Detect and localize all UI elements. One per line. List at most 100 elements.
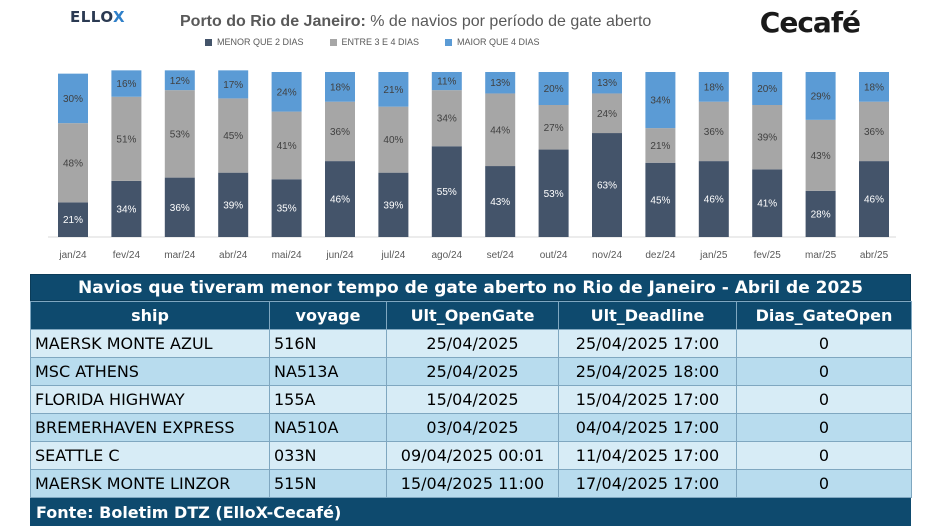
chart-legend: MENOR QUE 2 DIAS ENTRE 3 E 4 DIAS MAIOR …	[205, 37, 540, 47]
cell-voyage: 516N	[269, 329, 387, 358]
cell-open-gate: 25/04/2025	[386, 329, 559, 358]
bar-segment	[538, 72, 569, 105]
chart-panel: ELLOX Cecafé Porto do Rio de Janeiro: % …	[30, 0, 910, 268]
bar-segment	[164, 70, 195, 91]
data-label: 24%	[597, 109, 617, 120]
data-label: 63%	[597, 181, 617, 192]
cell-dias: 0	[736, 413, 912, 442]
data-label: 13%	[597, 78, 617, 89]
data-label: 53%	[170, 129, 190, 140]
bar-segment	[111, 96, 142, 181]
x-tick-label: mar/25	[805, 250, 837, 261]
table-row: SEATTLE C 033N 09/04/2025 00:01 11/04/20…	[30, 441, 912, 470]
data-label: 45%	[223, 131, 243, 142]
data-label: 21%	[383, 85, 403, 96]
cell-deadline: 17/04/2025 17:00	[558, 469, 737, 498]
cell-voyage: 515N	[269, 469, 387, 498]
data-label: 46%	[864, 195, 884, 206]
col-header-deadline: Ult_Deadline	[558, 301, 737, 330]
bar-segment	[698, 101, 729, 162]
bar-segment	[859, 161, 889, 237]
bar-segment	[378, 72, 409, 107]
bar-segment	[271, 111, 302, 180]
x-tick-label: jul/24	[380, 250, 405, 261]
col-header-dias: Dias_GateOpen	[736, 301, 912, 330]
legend-item-menor: MENOR QUE 2 DIAS	[205, 37, 304, 47]
x-tick-label: fev/25	[754, 250, 782, 261]
data-label: 46%	[704, 195, 724, 206]
bar-segment	[592, 93, 622, 134]
data-label: 36%	[170, 203, 190, 214]
stacked-bar-chart: 21% 48% 30% jan/24 34% 51% 16% fev/24 36% 53% 12% m…	[48, 70, 896, 261]
ships-table: ship voyage Ult_OpenGate Ult_Deadline Di…	[30, 301, 912, 498]
ellox-logo: ELLOX	[70, 8, 126, 26]
bar-segment	[859, 72, 889, 102]
legend-item-maior: MAIOR QUE 4 DIAS	[445, 37, 540, 47]
cell-open-gate: 25/04/2025	[386, 357, 559, 386]
bar-segment	[271, 179, 302, 237]
table-row: MSC ATHENS NA513A 25/04/2025 25/04/2025 …	[30, 357, 912, 386]
bar-segment	[218, 98, 249, 173]
cell-dias: 0	[736, 469, 912, 498]
col-header-ship: ship	[30, 301, 270, 330]
data-label: 20%	[757, 84, 777, 95]
cell-open-gate: 15/04/2025 11:00	[386, 469, 559, 498]
data-label: 21%	[650, 141, 670, 152]
bar-segment	[592, 133, 622, 237]
x-tick-label: jan/25	[699, 250, 728, 261]
legend-swatch	[205, 38, 212, 46]
bar-segment	[645, 72, 676, 129]
data-label: 39%	[223, 200, 243, 211]
x-tick-label: fev/24	[113, 250, 141, 261]
bar-segment	[164, 90, 195, 178]
data-label: 43%	[490, 197, 510, 208]
data-label: 45%	[650, 195, 670, 206]
cell-deadline: 15/04/2025 17:00	[558, 385, 737, 414]
bar-segment	[698, 161, 729, 237]
bar-segment	[805, 190, 836, 237]
bar-segment	[538, 149, 569, 237]
data-label: 34%	[650, 96, 670, 107]
cell-ship: MSC ATHENS	[30, 357, 270, 386]
data-label: 53%	[544, 189, 564, 200]
bar-segment	[805, 72, 836, 120]
bar-segment	[58, 73, 88, 124]
x-tick-label: dez/24	[645, 250, 675, 261]
bar-segment	[752, 169, 783, 237]
data-label: 41%	[757, 199, 777, 210]
legend-swatch	[445, 38, 453, 46]
cecafe-logo: Cecafé	[759, 6, 861, 39]
data-label: 18%	[330, 82, 350, 93]
data-label: 18%	[704, 82, 724, 93]
col-header-open-gate: Ult_OpenGate	[386, 301, 559, 330]
x-tick-label: nov/24	[592, 250, 622, 261]
cell-ship: BREMERHAVEN EXPRESS	[30, 413, 270, 442]
bar-segment	[325, 101, 355, 162]
ships-table-panel: Navios que tiveram menor tempo de gate a…	[30, 274, 912, 527]
x-tick-label: out/24	[540, 250, 568, 261]
cell-dias: 0	[736, 441, 912, 470]
data-label: 36%	[704, 127, 724, 138]
bar-segment	[378, 106, 409, 173]
bar-segment	[218, 70, 249, 99]
bar-segment	[58, 123, 88, 203]
bar-segment	[752, 72, 783, 105]
x-tick-label: jan/24	[58, 250, 87, 261]
data-label: 27%	[544, 123, 564, 134]
bar-segment	[164, 177, 195, 237]
cell-voyage: NA513A	[269, 357, 387, 386]
data-label: 51%	[116, 134, 136, 145]
x-tick-label: mar/24	[164, 250, 196, 261]
bar-segment	[752, 105, 783, 170]
cell-dias: 0	[736, 385, 912, 414]
bar-segment	[111, 70, 142, 97]
data-label: 39%	[383, 200, 403, 211]
bar-segment	[485, 72, 516, 94]
data-label: 28%	[811, 209, 831, 220]
bar-segment	[378, 172, 409, 237]
data-label: 34%	[437, 114, 457, 125]
data-label: 35%	[277, 204, 297, 215]
cell-deadline: 04/04/2025 17:00	[558, 413, 737, 442]
bar-segment	[111, 180, 142, 237]
x-tick-label: mai/24	[272, 250, 302, 261]
